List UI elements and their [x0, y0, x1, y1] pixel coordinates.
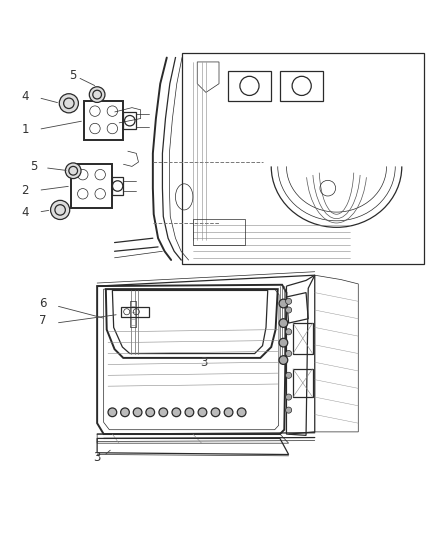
Text: 1: 1	[21, 123, 29, 136]
Circle shape	[279, 319, 288, 327]
Circle shape	[59, 94, 78, 113]
Circle shape	[211, 408, 220, 417]
Bar	[293, 369, 313, 397]
Circle shape	[133, 408, 142, 417]
Circle shape	[224, 408, 233, 417]
Circle shape	[159, 408, 168, 417]
Circle shape	[185, 408, 194, 417]
Circle shape	[65, 163, 81, 179]
Circle shape	[286, 372, 292, 378]
Bar	[228, 71, 271, 101]
Circle shape	[286, 407, 292, 413]
Text: 3: 3	[200, 356, 208, 369]
Text: 2: 2	[21, 184, 29, 197]
Circle shape	[172, 408, 181, 417]
Bar	[121, 307, 149, 317]
Circle shape	[50, 200, 70, 220]
Circle shape	[279, 299, 288, 308]
Bar	[293, 323, 313, 353]
Text: 3: 3	[93, 451, 101, 464]
Circle shape	[286, 351, 292, 357]
Circle shape	[198, 408, 207, 417]
Text: 4: 4	[21, 206, 29, 219]
Circle shape	[279, 338, 288, 347]
Circle shape	[286, 298, 292, 304]
Circle shape	[286, 329, 292, 335]
Circle shape	[286, 394, 292, 400]
Text: 5: 5	[30, 160, 38, 173]
Circle shape	[120, 408, 129, 417]
Text: 5: 5	[70, 69, 77, 82]
Circle shape	[89, 87, 105, 102]
Circle shape	[237, 408, 246, 417]
Text: 6: 6	[39, 297, 46, 310]
Circle shape	[108, 408, 117, 417]
Circle shape	[279, 356, 288, 365]
Circle shape	[146, 408, 155, 417]
Text: 7: 7	[39, 314, 46, 327]
Circle shape	[286, 307, 292, 313]
Text: 4: 4	[21, 90, 29, 103]
Bar	[280, 71, 323, 101]
Bar	[193, 219, 245, 245]
